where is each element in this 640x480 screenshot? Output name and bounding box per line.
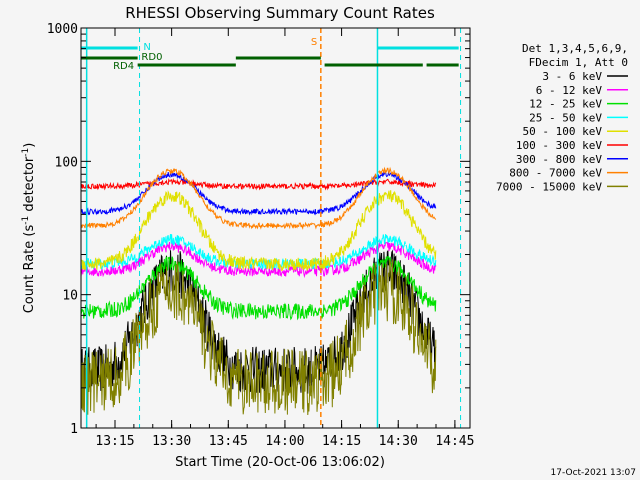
x-tick-label-4: 14:15 xyxy=(322,434,361,449)
series-line xyxy=(80,196,139,216)
legend-header-line-2: FDecim 1, Att 0 xyxy=(529,56,628,69)
series-line xyxy=(137,256,237,321)
series-line xyxy=(310,170,406,216)
series-line xyxy=(137,168,237,227)
legend-label-1: 6 - 12 keV xyxy=(536,84,603,97)
legend-label-0: 3 - 6 keV xyxy=(542,70,602,83)
x-axis-label: Start Time (20-Oct-06 13:06:02) xyxy=(175,455,385,470)
rd0-flag-label: RD0 xyxy=(141,52,162,63)
legend-label-6: 300 - 800 keV xyxy=(516,153,602,166)
plot-frame xyxy=(80,27,471,429)
series-line xyxy=(310,241,406,277)
legend-header-line-1: Det 1,3,4,5,6,9, xyxy=(522,42,628,55)
legend-label-3: 25 - 50 keV xyxy=(529,111,602,124)
y-axis-label-end: ) xyxy=(22,143,37,148)
series-line xyxy=(80,203,139,229)
series-layer xyxy=(80,166,437,416)
legend-label-2: 12 - 25 keV xyxy=(529,98,602,111)
x-tick-label-3: 14:00 xyxy=(265,434,304,449)
y-axis-label-sup2: -1 xyxy=(21,148,31,157)
series-line xyxy=(80,180,139,191)
n-flag-label: N xyxy=(143,42,150,53)
series-line xyxy=(235,255,312,272)
series-line xyxy=(80,259,139,278)
series-line xyxy=(405,243,437,267)
series-line xyxy=(80,233,139,271)
series-line xyxy=(80,288,139,319)
series-line xyxy=(137,171,237,215)
legend: Det 1,3,4,5,6,9, FDecim 1, Att 0 3 - 6 k… xyxy=(496,42,628,193)
series-line xyxy=(405,183,437,220)
x-tick-label-6: 14:45 xyxy=(435,434,474,449)
x-tick-label-2: 13:45 xyxy=(209,434,248,449)
series-line xyxy=(235,207,312,216)
render-timestamp: 17-Oct-2021 13:07 xyxy=(551,468,636,478)
series-line xyxy=(310,166,406,230)
rd4-flag-label: RD4 xyxy=(113,61,134,72)
s-flag-label: S xyxy=(311,37,317,48)
series-line xyxy=(235,181,312,191)
series-line xyxy=(137,190,237,267)
y-axis-label: Count Rate (s-1 detector-1) xyxy=(21,143,37,314)
legend-label-8: 7000 - 15000 keV xyxy=(496,180,602,193)
y-tick-label-0: 1 xyxy=(70,422,78,437)
series-line xyxy=(405,272,437,312)
x-tick-label-0: 13:15 xyxy=(95,434,134,449)
y-axis-label-main: Count Rate (s xyxy=(22,225,37,314)
chart-title: RHESSI Observing Summary Count Rates xyxy=(125,4,435,22)
series-line xyxy=(405,275,437,394)
series-line xyxy=(80,312,139,415)
legend-label-7: 800 - 7000 keV xyxy=(509,167,602,180)
series-line xyxy=(310,190,406,270)
y-tick-label-3: 1000 xyxy=(47,22,78,37)
series-line xyxy=(405,208,437,260)
legend-label-4: 50 - 100 keV xyxy=(523,125,603,138)
series-line xyxy=(310,178,406,191)
y-axis-label-sup1: -1 xyxy=(21,216,31,225)
series-line xyxy=(235,348,312,416)
series-line xyxy=(405,179,437,189)
series-line xyxy=(137,234,237,268)
series-line xyxy=(310,259,406,412)
series-line xyxy=(235,221,312,230)
y-tick-label-2: 100 xyxy=(55,155,78,170)
series-line xyxy=(80,253,138,270)
series-line xyxy=(137,261,237,407)
series-line xyxy=(405,249,437,274)
tick-layer: 13:15 13:30 13:45 14:00 14:15 14:30 14:45 1 10 10… xyxy=(47,22,475,449)
series-line xyxy=(235,346,312,394)
y-axis-label-mid: detector xyxy=(22,156,37,216)
x-tick-label-1: 13:30 xyxy=(152,434,191,449)
series-line xyxy=(235,302,312,321)
series-line xyxy=(137,241,237,276)
x-tick-label-5: 14:30 xyxy=(379,434,418,449)
legend-label-5: 100 - 300 keV xyxy=(516,139,602,152)
y-tick-label-1: 10 xyxy=(62,289,78,304)
